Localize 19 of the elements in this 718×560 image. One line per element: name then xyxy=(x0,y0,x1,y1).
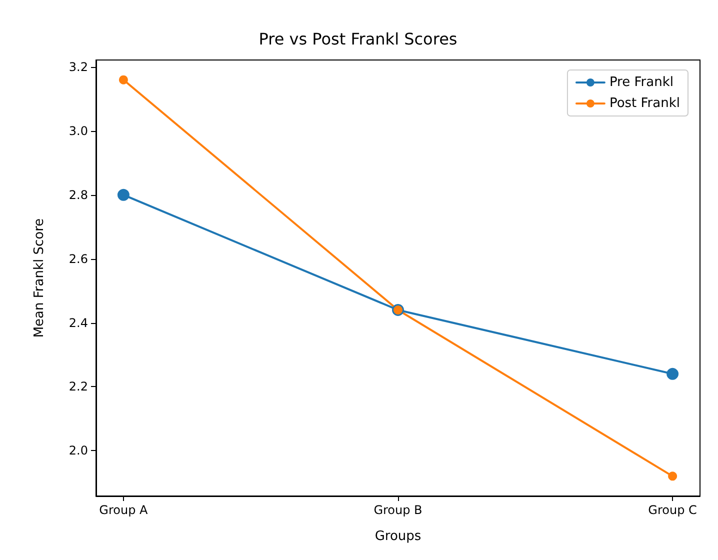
chart-title: Pre vs Post Frankl Scores xyxy=(258,30,458,48)
x-tick-label: Group A xyxy=(99,503,149,517)
y-tick-label: 3.0 xyxy=(68,124,88,138)
legend-label: Pre Frankl xyxy=(609,75,674,90)
y-tick-label: 2.2 xyxy=(68,380,88,394)
point xyxy=(668,472,678,481)
point xyxy=(666,368,679,380)
y-tick-label: 2.0 xyxy=(68,444,88,458)
x-tick-label: Group B xyxy=(374,503,422,517)
y-tick-label: 2.4 xyxy=(68,316,88,330)
x-tick-label: Group C xyxy=(648,503,697,517)
x-axis-title: Groups xyxy=(374,529,422,544)
y-tick-label: 2.6 xyxy=(68,252,88,266)
y-tick-label: 3.2 xyxy=(68,60,88,74)
point xyxy=(117,188,130,201)
legend-label: Post Frankl xyxy=(609,96,680,111)
y-axis-title: Mean Frankl Score xyxy=(32,218,47,338)
point xyxy=(118,75,128,84)
y-tick-label: 2.8 xyxy=(68,188,88,202)
